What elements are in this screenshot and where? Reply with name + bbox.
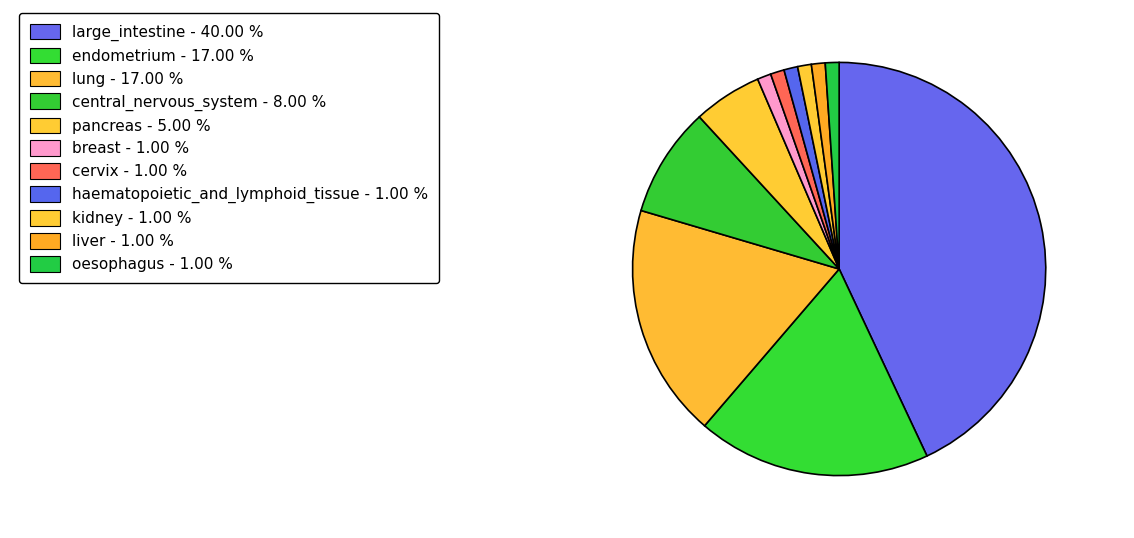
Wedge shape bbox=[700, 79, 839, 269]
Wedge shape bbox=[784, 67, 839, 269]
Wedge shape bbox=[641, 117, 839, 269]
Wedge shape bbox=[811, 63, 839, 269]
Wedge shape bbox=[826, 62, 839, 269]
Wedge shape bbox=[839, 62, 1046, 456]
Wedge shape bbox=[771, 70, 839, 269]
Wedge shape bbox=[758, 74, 839, 269]
Wedge shape bbox=[633, 210, 839, 426]
Legend: large_intestine - 40.00 %, endometrium - 17.00 %, lung - 17.00 %, central_nervou: large_intestine - 40.00 %, endometrium -… bbox=[19, 13, 439, 282]
Wedge shape bbox=[704, 269, 926, 476]
Wedge shape bbox=[797, 65, 839, 269]
